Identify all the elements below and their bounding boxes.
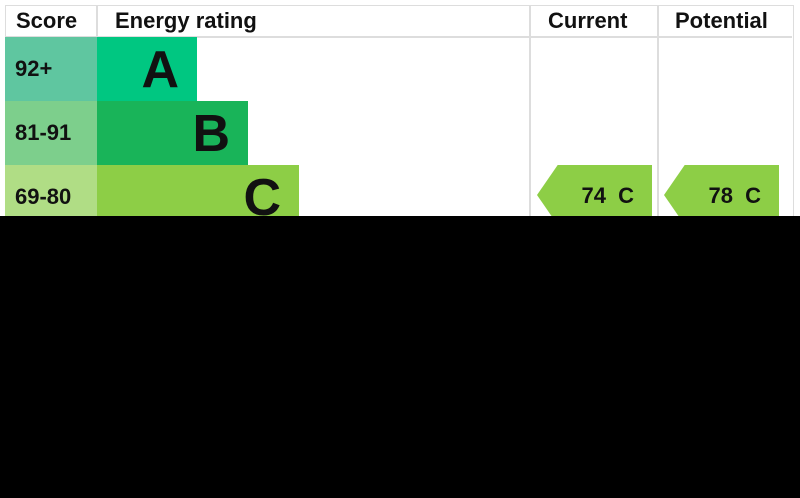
header-score: Score — [16, 8, 78, 33]
score-band-a: 92+ — [5, 37, 97, 101]
rating-bar-a: A — [97, 37, 197, 101]
rating-bar-b: B — [97, 101, 248, 165]
redacted-region — [0, 216, 800, 498]
score-band-b: 81-91 — [5, 101, 97, 165]
current-rating-arrow: 74 C — [537, 165, 652, 225]
header-divider — [5, 36, 792, 38]
column-divider — [657, 5, 659, 216]
header-current: Current — [548, 8, 628, 33]
header-potential: Potential — [675, 8, 768, 33]
header-energy-rating: Energy rating — [115, 8, 257, 33]
column-divider — [529, 5, 531, 216]
potential-rating-arrow: 78 C — [664, 165, 779, 225]
